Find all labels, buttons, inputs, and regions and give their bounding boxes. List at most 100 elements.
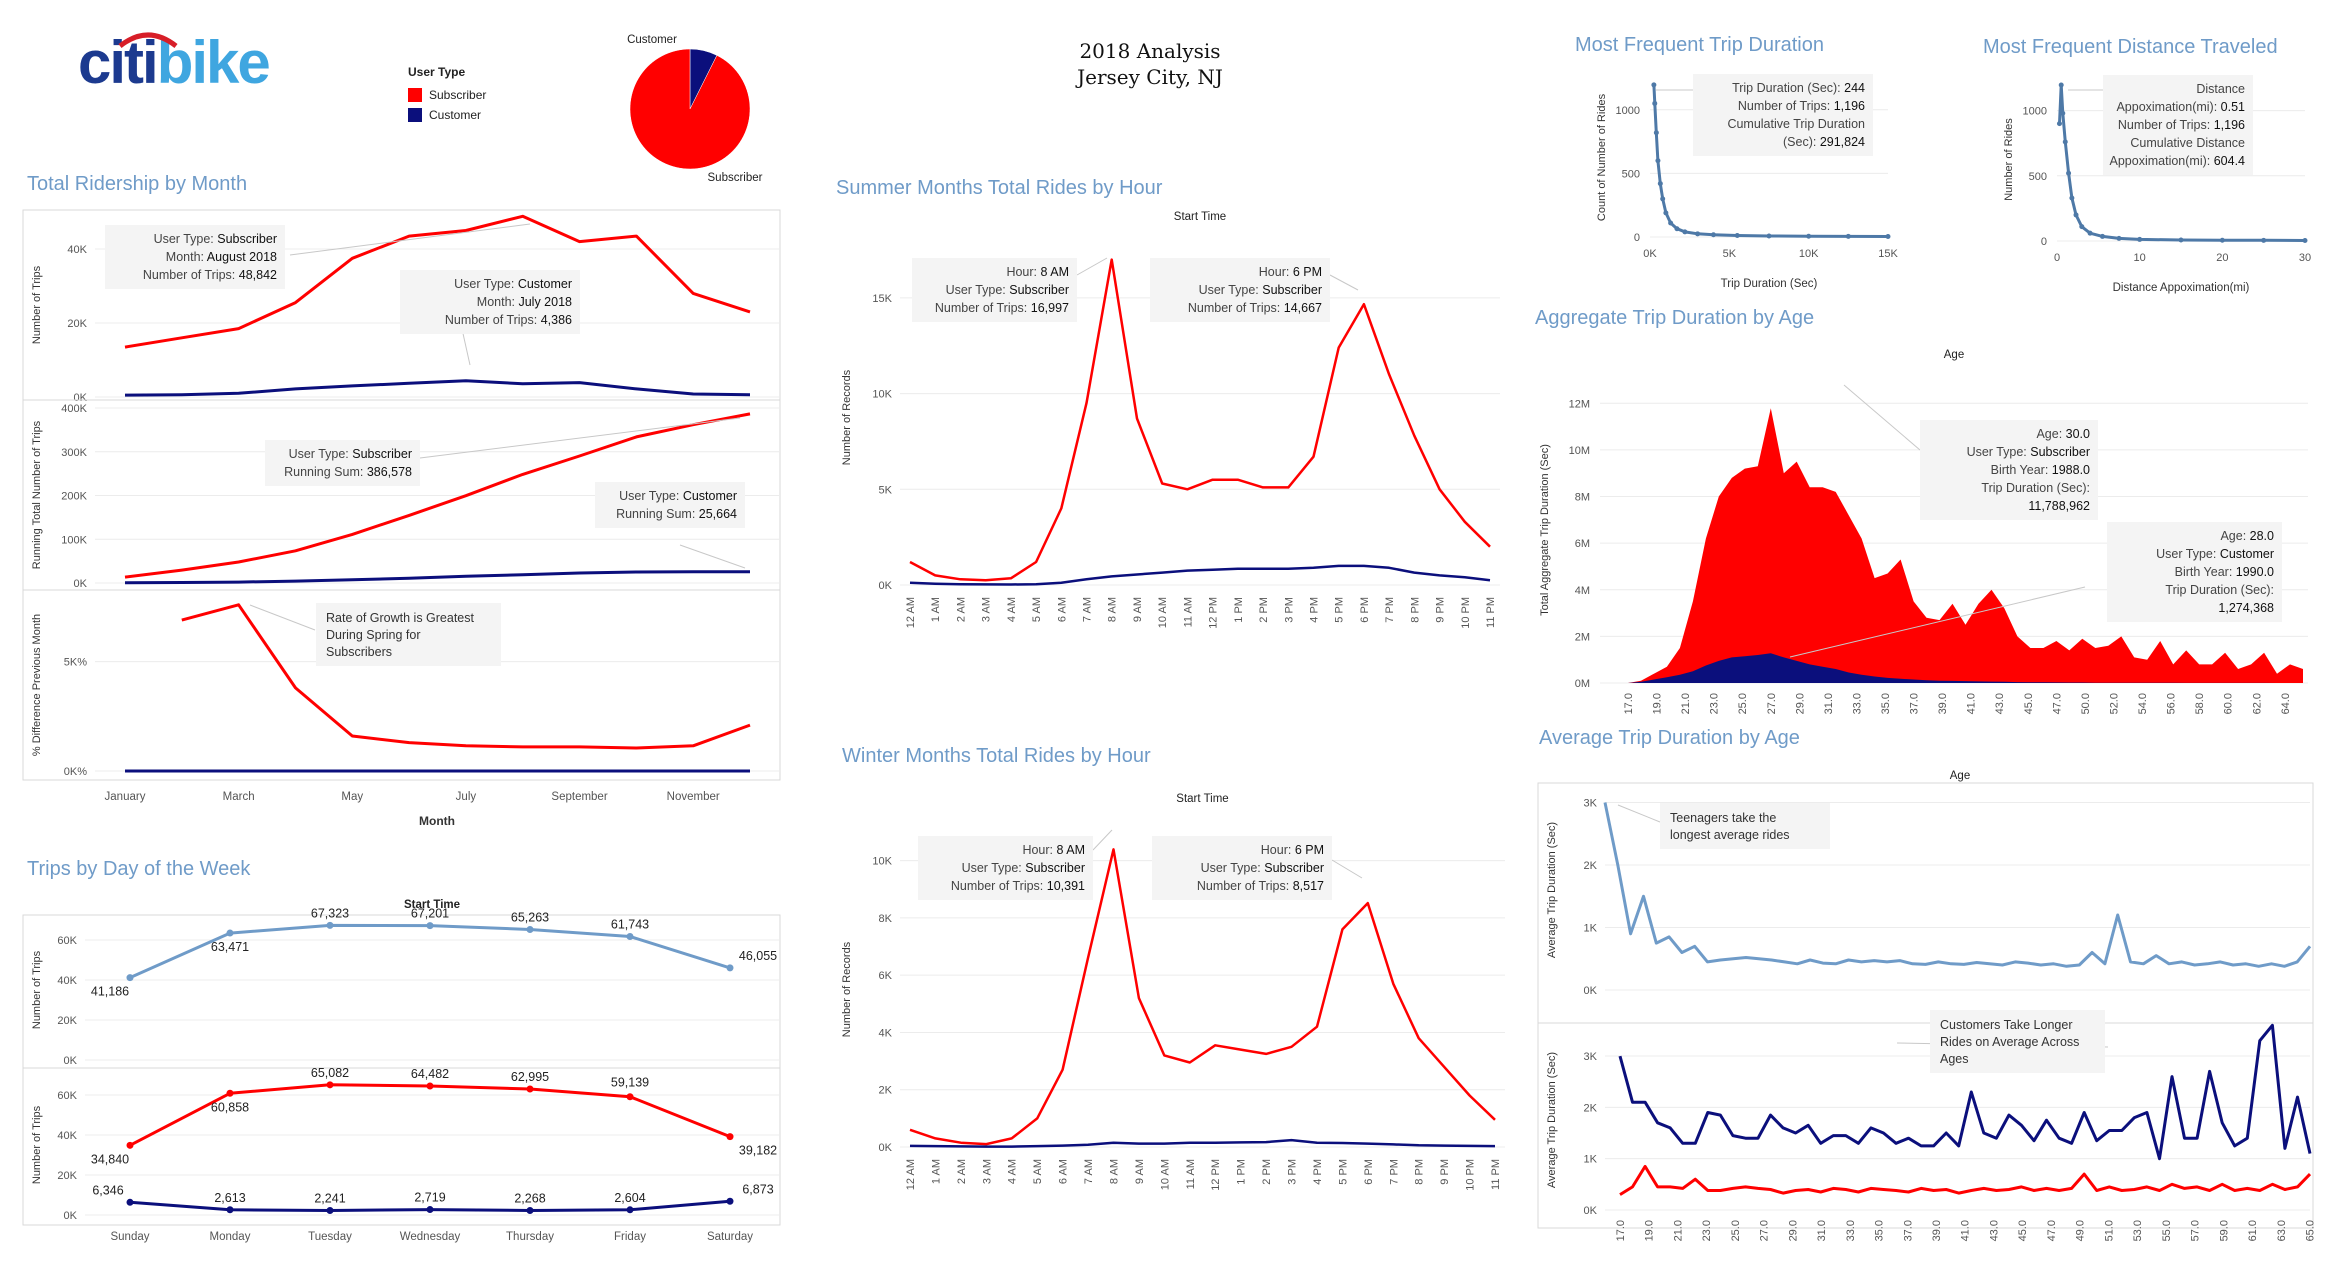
monthly-running-line-subscriber[interactable] (124, 412, 751, 579)
freq-distance-point[interactable] (2219, 237, 2225, 243)
freq-distance-point[interactable] (2062, 139, 2068, 145)
freq-distance-point[interactable] (2261, 237, 2267, 243)
dow-point-customer[interactable] (226, 1206, 234, 1214)
freq-distance-point[interactable] (2137, 236, 2143, 242)
dow-label-subscriber: 59,139 (611, 1076, 649, 1090)
freq-distance-point[interactable] (2079, 224, 2085, 230)
summer-tip-am-key: User Type: (946, 283, 1010, 297)
agg-x-tick-label: 45.0 (2023, 693, 2035, 714)
freq-duration-point[interactable] (1652, 100, 1658, 106)
winter-line-customer[interactable] (909, 1138, 1496, 1148)
dow-x-tick-label: Monday (210, 1231, 251, 1243)
freq-duration-point[interactable] (1655, 158, 1661, 164)
freq-duration-point[interactable] (1806, 233, 1812, 239)
freq-distance-point[interactable] (2116, 235, 2122, 241)
monthly-trips-line-customer[interactable] (124, 379, 751, 397)
dow-point-customer[interactable] (326, 1207, 334, 1215)
freq-distance-point[interactable] (2066, 170, 2072, 176)
avg-line-subscriber[interactable] (1619, 1164, 2312, 1196)
freq-duration-point[interactable] (1660, 196, 1666, 202)
agg-x-tick-label: 50.0 (2080, 693, 2092, 714)
freq-distance-point[interactable] (2178, 237, 2184, 243)
winter-tip-am-key: Hour: (1022, 843, 1056, 857)
dow-point-total[interactable] (426, 922, 434, 930)
monthly-pct-note-line: Rate of Growth is Greatest (326, 611, 475, 625)
freq-duration-point[interactable] (1674, 226, 1680, 232)
freq-distance-y-axis-label: Number of Rides (2003, 118, 2015, 201)
dow-label-customer: 2,241 (314, 1192, 345, 1206)
agg-area-subscriber[interactable] (1615, 408, 2303, 683)
freq-duration-point[interactable] (1734, 232, 1740, 238)
freq-duration-point[interactable] (1766, 233, 1772, 239)
freq-distance-point[interactable] (2073, 212, 2079, 218)
freq-distance-curve[interactable] (2058, 83, 2306, 242)
monthly-running-line-customer[interactable] (124, 570, 751, 585)
avg-line-customer[interactable] (1618, 1023, 2312, 1161)
dow-point-customer[interactable] (626, 1206, 634, 1214)
avg-line-all[interactable] (1603, 802, 2312, 968)
monthly-trips-line-subscriber[interactable] (124, 214, 751, 349)
freq-distance-point[interactable] (2087, 230, 2093, 236)
agg-area-customer[interactable] (1615, 653, 2303, 683)
dow-point-total[interactable] (226, 929, 234, 937)
freq-duration-point[interactable] (1651, 82, 1657, 88)
summer-x-tick-label: 2 AM (955, 597, 967, 622)
dow-point-total[interactable] (726, 964, 734, 972)
freq-duration-point[interactable] (1710, 232, 1716, 238)
dow-point-subscriber[interactable] (426, 1082, 434, 1090)
freq-distance-point[interactable] (2060, 110, 2066, 116)
dow-point-total[interactable] (626, 933, 634, 941)
freq-distance-point[interactable] (2058, 82, 2064, 88)
dow-point-subscriber[interactable] (526, 1085, 534, 1093)
dow-point-customer[interactable] (426, 1206, 434, 1214)
pie-slice-subscriber[interactable] (629, 48, 751, 170)
summer-line-subscriber[interactable] (909, 258, 1491, 582)
freq-distance-point[interactable] (2056, 121, 2062, 127)
freq-distance-point[interactable] (2302, 237, 2308, 243)
dow-point-subscriber[interactable] (126, 1141, 134, 1149)
dow-point-subscriber[interactable] (726, 1133, 734, 1141)
agg-x-tick-label: 64.0 (2280, 693, 2292, 714)
freq-duration-point[interactable] (1663, 210, 1669, 216)
dow-point-customer[interactable] (726, 1197, 734, 1205)
avg-user-y-axis-label: Average Trip Duration (Sec) (1546, 1052, 1558, 1188)
winter-x-tick-label: 1 PM (1236, 1159, 1248, 1185)
freq-distance-x-tick-label: 10 (2134, 252, 2146, 264)
freq-duration-point[interactable] (1845, 233, 1851, 239)
dow-point-subscriber[interactable] (326, 1081, 334, 1089)
freq-duration-point[interactable] (1657, 181, 1663, 187)
freq-duration-point[interactable] (1695, 231, 1701, 237)
dow-point-subscriber[interactable] (626, 1093, 634, 1101)
freq-duration-point[interactable] (1682, 229, 1688, 235)
summer-line-customer[interactable] (909, 564, 1491, 586)
monthly-trips-tip-subscriber-key: Number of Trips: (143, 268, 239, 282)
freq-distance-point[interactable] (2069, 195, 2075, 201)
monthly-pct-tip-connector (249, 604, 316, 631)
freq-distance-point[interactable] (2099, 233, 2105, 239)
dow-point-total[interactable] (126, 974, 134, 982)
summer-x-tick-label: 11 AM (1182, 597, 1194, 627)
summer-x-tick-label: 11 PM (1485, 597, 1497, 628)
summer-x-tick-label: 12 PM (1208, 597, 1220, 629)
user-type-pie-chart[interactable]: Customer Subscriber (600, 25, 800, 195)
winter-line-subscriber[interactable] (909, 848, 1496, 1146)
freq-duration-point[interactable] (1653, 130, 1659, 136)
dow-point-subscriber[interactable] (226, 1089, 234, 1097)
freq-duration-point[interactable] (1885, 233, 1891, 239)
dow-point-total[interactable] (526, 925, 534, 933)
legend-item-subscriber[interactable]: Subscriber (408, 85, 486, 105)
summer-tip-pm-line: User Type: Subscriber (1199, 283, 1322, 297)
dow-point-customer[interactable] (526, 1206, 534, 1214)
dow-point-customer[interactable] (126, 1198, 134, 1206)
legend-item-customer[interactable]: Customer (408, 105, 486, 125)
dow-point-total[interactable] (326, 921, 334, 929)
freq-duration-point[interactable] (1668, 220, 1674, 226)
monthly-pct-line-subscriber[interactable] (181, 603, 751, 750)
